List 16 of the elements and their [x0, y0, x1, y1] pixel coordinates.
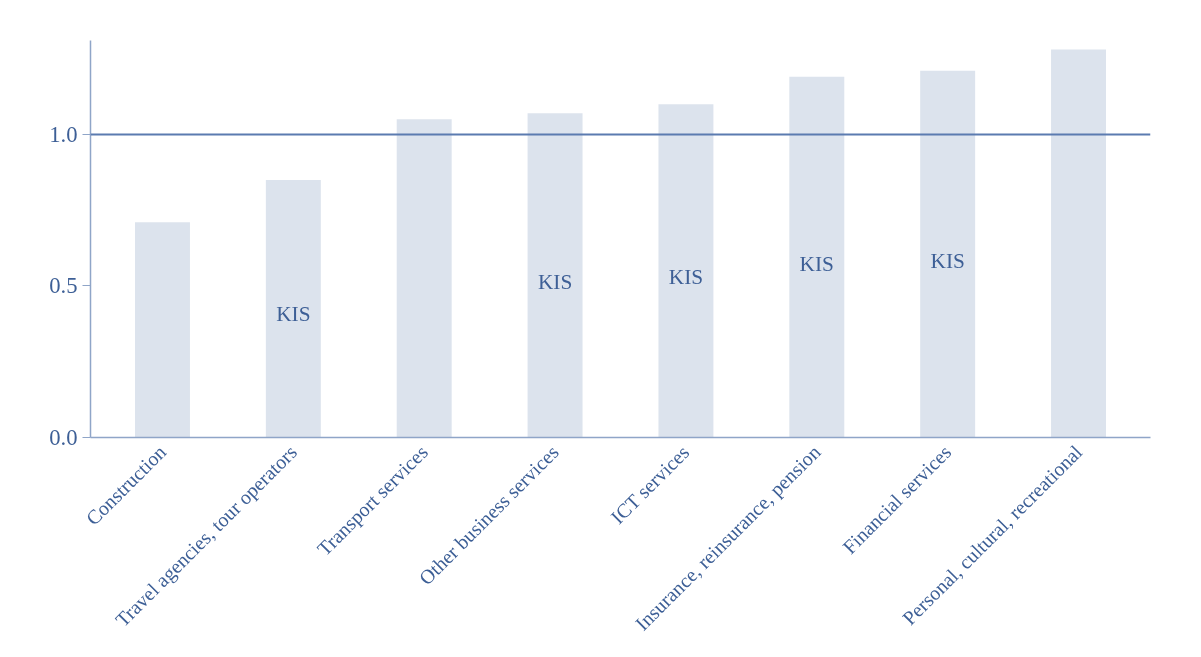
bar [527, 113, 583, 438]
data-label: KIS [537, 269, 573, 294]
data-label: KIS [276, 301, 311, 326]
y-tick-label: 1.0 [49, 121, 78, 147]
bar [658, 104, 714, 438]
bar [920, 70, 976, 438]
bar [789, 76, 845, 438]
bar [265, 179, 321, 438]
bar [1051, 49, 1107, 438]
y-tick-label: 0.5 [49, 273, 78, 299]
data-label: KIS [799, 252, 834, 277]
data-label: KIS [668, 265, 704, 290]
data-label: KIS [930, 249, 965, 274]
bar [396, 119, 452, 438]
bar [134, 222, 190, 438]
y-tick-label: 0.0 [49, 425, 78, 450]
